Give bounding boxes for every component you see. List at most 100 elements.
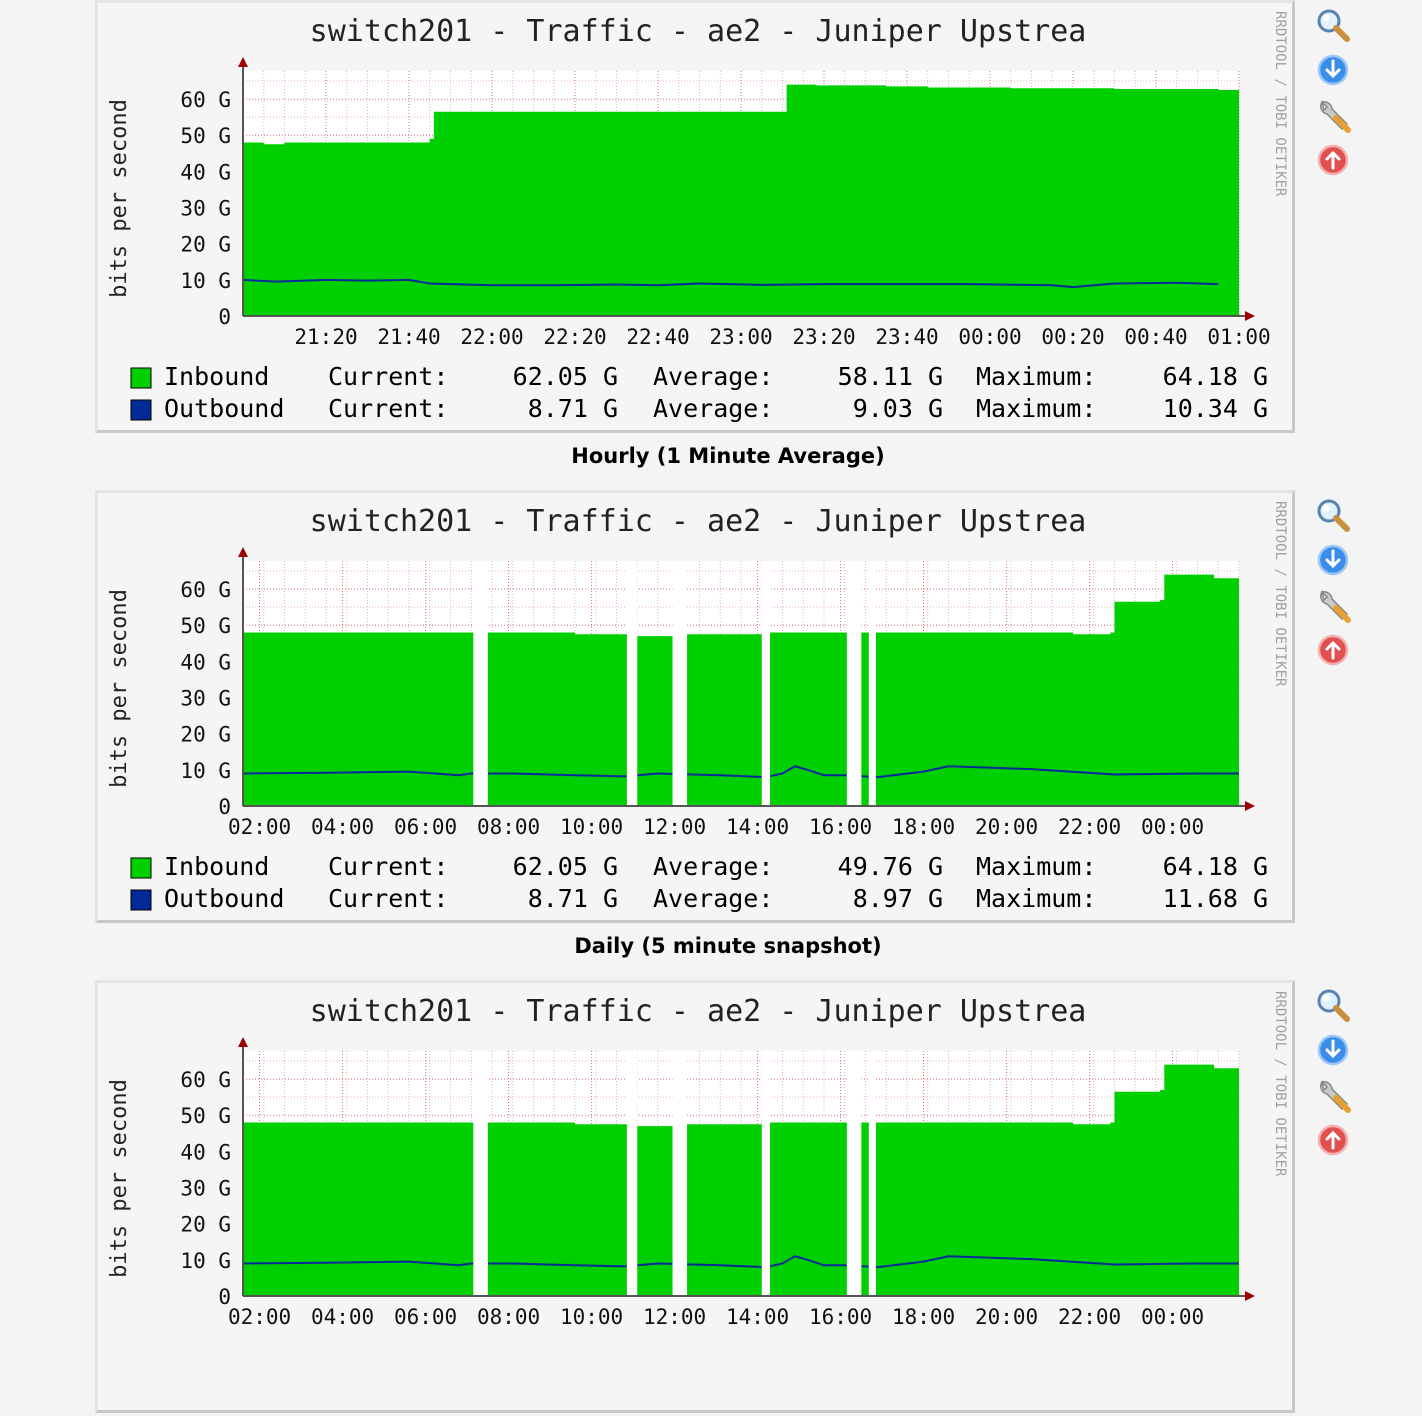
x-tick-label: 00:00	[1141, 1305, 1204, 1329]
download-icon[interactable]	[1314, 541, 1352, 579]
legend-average-value: 49.76 G	[838, 852, 943, 881]
x-tick-label: 04:00	[311, 815, 374, 839]
y-tick-label: 10 G	[180, 1249, 231, 1273]
series-inbound-area	[243, 84, 1239, 316]
x-tick-label: 08:00	[477, 815, 540, 839]
y-tick-label: 30 G	[180, 687, 231, 711]
y-axis-label: bits per second	[107, 99, 132, 298]
graph-title: switch201 - Traffic - ae2 - Juniper Upst…	[310, 994, 1087, 1029]
y-axis-label: bits per second	[107, 589, 132, 788]
y-axis-arrow	[238, 1037, 248, 1047]
legend-average-label: Average:	[653, 362, 773, 391]
legend-average-value: 58.11 G	[838, 362, 943, 391]
rrdtool-watermark: RRDTOOL / TOBI OETIKER	[1272, 11, 1288, 197]
data-gap	[846, 561, 862, 806]
rrdtool-watermark: RRDTOOL / TOBI OETIKER	[1272, 991, 1288, 1177]
legend-swatch-inbound	[130, 367, 152, 389]
y-tick-label: 60 G	[180, 578, 231, 602]
y-tick-label: 20 G	[180, 1213, 231, 1237]
x-tick-label: 21:20	[294, 325, 357, 349]
y-tick-label: 40 G	[180, 650, 231, 674]
y-tick-label: 0	[218, 795, 231, 819]
x-tick-label: 21:40	[377, 325, 440, 349]
x-tick-label: 12:00	[643, 815, 706, 839]
y-axis-label: bits per second	[107, 1079, 132, 1278]
x-tick-label: 18:00	[892, 1305, 955, 1329]
legend-average-label: Average:	[653, 884, 773, 913]
legend-current-value: 8.71 G	[528, 394, 618, 423]
legend-average-value: 8.97 G	[853, 884, 943, 913]
x-tick-label: 00:20	[1041, 325, 1104, 349]
y-tick-label: 50 G	[180, 614, 231, 638]
legend-name: Inbound	[164, 362, 269, 391]
y-tick-label: 20 G	[180, 723, 231, 747]
y-tick-label: 0	[218, 1285, 231, 1309]
y-tick-label: 30 G	[180, 197, 231, 221]
data-gap	[473, 1051, 488, 1296]
x-tick-label: 22:00	[1058, 815, 1121, 839]
x-tick-label: 22:00	[1058, 1305, 1121, 1329]
data-gap	[626, 561, 638, 806]
legend-maximum-value: 11.68 G	[1163, 884, 1268, 913]
legend-current-value: 62.05 G	[513, 852, 618, 881]
x-tick-label: 16:00	[809, 1305, 872, 1329]
x-tick-label: 10:00	[560, 815, 623, 839]
data-gap	[672, 561, 688, 806]
x-tick-label: 20:00	[975, 815, 1038, 839]
x-tick-label: 04:00	[311, 1305, 374, 1329]
graph-image-daily[interactable]: switch201 - Traffic - ae2 - Juniper Upst…	[95, 490, 1295, 923]
x-tick-label: 01:00	[1207, 325, 1270, 349]
y-tick-label: 60 G	[180, 1068, 231, 1092]
edit-icon[interactable]	[1314, 96, 1352, 134]
legend-current-label: Current:	[328, 362, 448, 391]
delete-icon[interactable]	[1314, 631, 1352, 669]
legend-current-label: Current:	[328, 884, 448, 913]
legend-maximum-label: Maximum:	[976, 884, 1096, 913]
legend-maximum-value: 10.34 G	[1163, 394, 1268, 423]
edit-icon[interactable]	[1314, 1076, 1352, 1114]
y-tick-label: 50 G	[180, 124, 231, 148]
x-tick-label: 23:20	[792, 325, 855, 349]
legend-maximum-label: Maximum:	[976, 394, 1096, 423]
legend-maximum-value: 64.18 G	[1163, 852, 1268, 881]
delete-icon[interactable]	[1314, 1121, 1352, 1159]
download-icon[interactable]	[1314, 1031, 1352, 1069]
x-tick-label: 00:00	[958, 325, 1021, 349]
x-tick-label: 22:40	[626, 325, 689, 349]
legend-average-value: 9.03 G	[853, 394, 943, 423]
x-tick-label: 23:40	[875, 325, 938, 349]
data-gap	[473, 561, 488, 806]
legend-name: Inbound	[164, 852, 269, 881]
x-tick-label: 16:00	[809, 815, 872, 839]
graph-title: switch201 - Traffic - ae2 - Juniper Upst…	[310, 14, 1087, 49]
legend-swatch-outbound	[130, 889, 152, 911]
graph-caption-daily: Daily (5 minute snapshot)	[574, 934, 882, 958]
data-gap	[672, 1051, 688, 1296]
delete-icon[interactable]	[1314, 141, 1352, 179]
x-tick-label: 02:00	[228, 1305, 291, 1329]
x-tick-label: 18:00	[892, 815, 955, 839]
download-icon[interactable]	[1314, 51, 1352, 89]
legend-current-value: 8.71 G	[528, 884, 618, 913]
zoom-icon[interactable]	[1314, 986, 1352, 1024]
graph-image-weekly[interactable]: switch201 - Traffic - ae2 - Juniper Upst…	[95, 980, 1295, 1413]
graph-image-hourly[interactable]: switch201 - Traffic - ae2 - Juniper Upst…	[95, 0, 1295, 433]
graph-actions-weekly	[1314, 986, 1358, 1166]
traffic-chart-weekly: switch201 - Traffic - ae2 - Juniper Upst…	[107, 991, 1288, 1329]
edit-icon[interactable]	[1314, 586, 1352, 624]
zoom-icon[interactable]	[1314, 496, 1352, 534]
legend-current-label: Current:	[328, 852, 448, 881]
y-tick-label: 40 G	[180, 160, 231, 184]
series-outbound-line	[242, 278, 1219, 289]
graph-actions-hourly	[1314, 6, 1358, 186]
x-axis-arrow	[1245, 1291, 1255, 1301]
data-gap	[868, 1051, 876, 1296]
x-tick-label: 14:00	[726, 815, 789, 839]
series-inbound-area	[243, 1064, 1239, 1296]
data-gap	[761, 1051, 771, 1296]
x-axis-arrow	[1245, 311, 1255, 321]
legend-average-label: Average:	[653, 394, 773, 423]
zoom-icon[interactable]	[1314, 6, 1352, 44]
series-outbound-line	[242, 765, 1239, 779]
y-tick-label: 10 G	[180, 759, 231, 783]
